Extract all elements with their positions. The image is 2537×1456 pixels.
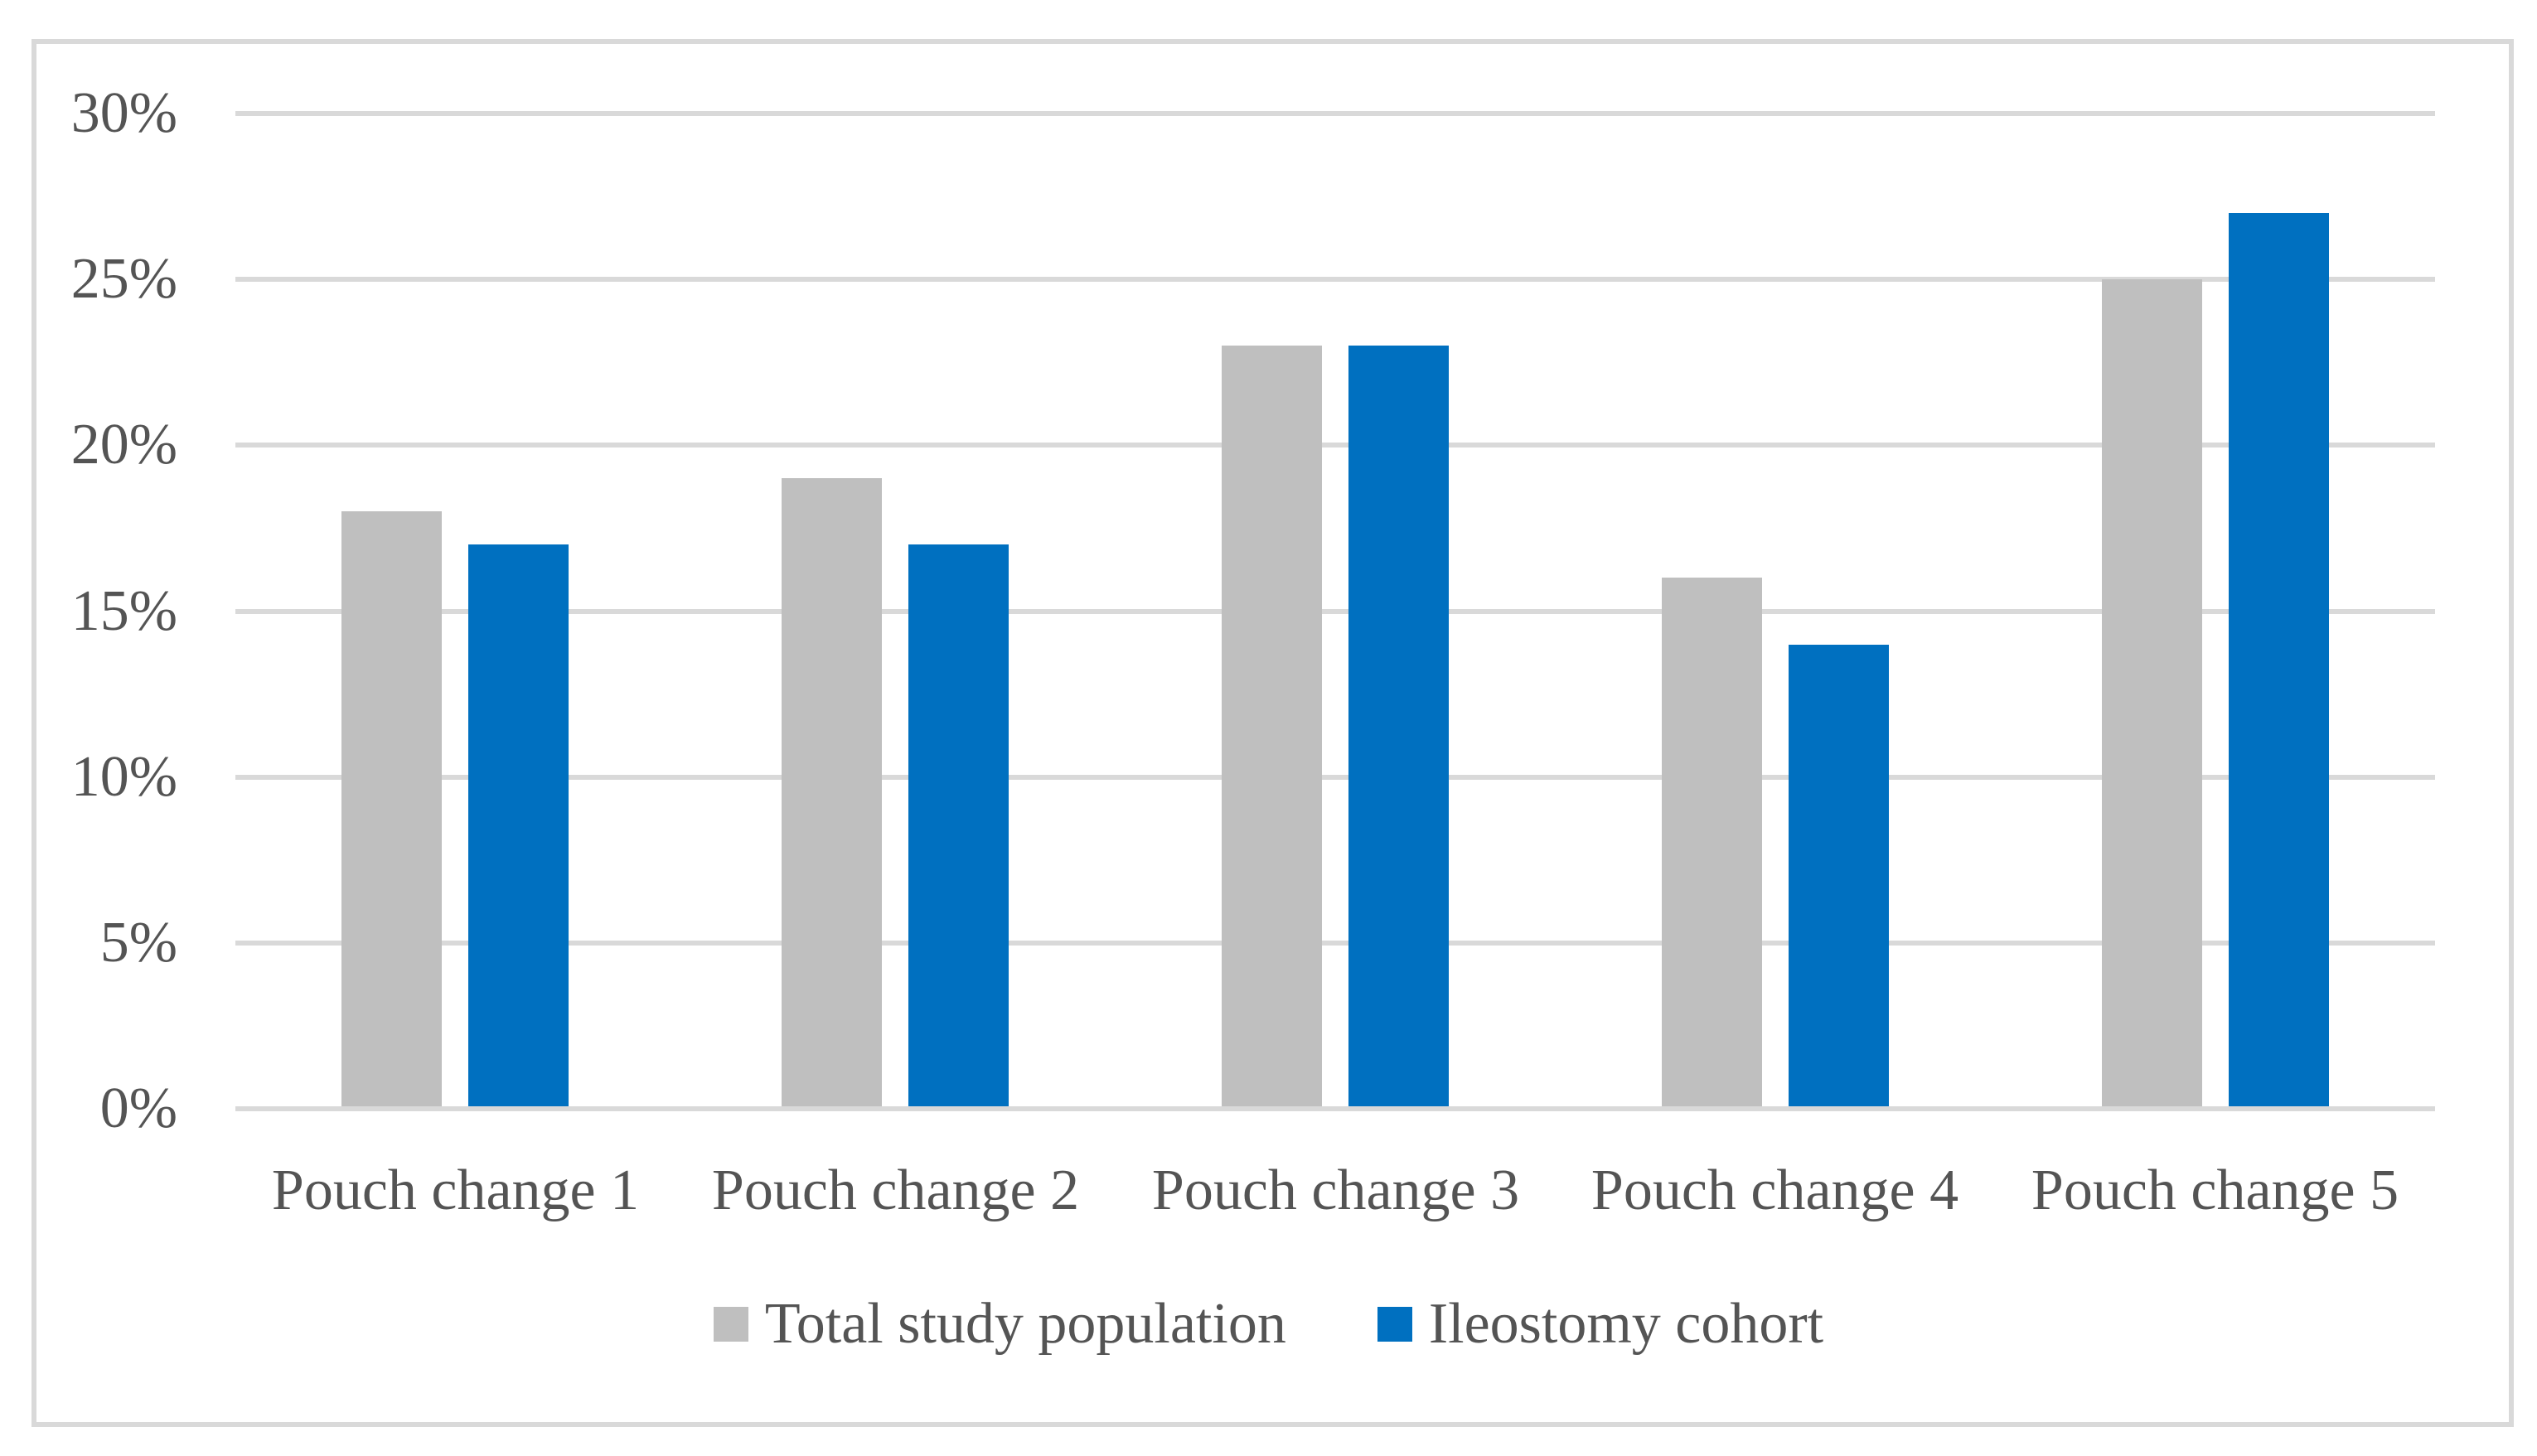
bar-ileostomy-cohort-pouch-change-2	[908, 544, 1009, 1106]
gridline-30	[235, 111, 2435, 116]
bar-total-study-population-pouch-change-1	[341, 511, 442, 1106]
legend-swatch-total-study-population	[713, 1307, 748, 1342]
y-tick-label-30: 30%	[70, 81, 177, 145]
y-tick-label-25: 25%	[70, 247, 177, 311]
y-tick-label-0: 0%	[99, 1076, 177, 1140]
bar-total-study-population-pouch-change-3	[1222, 346, 1322, 1106]
bar-ileostomy-cohort-pouch-change-4	[1789, 645, 1889, 1106]
legend-label-total-study-population: Total study population	[764, 1292, 1286, 1356]
bar-total-study-population-pouch-change-2	[782, 478, 882, 1106]
legend-swatch-ileostomy-cohort	[1377, 1307, 1412, 1342]
y-tick-label-5: 5%	[99, 911, 177, 975]
gridline-10	[235, 775, 2435, 780]
gridline-20	[235, 443, 2435, 447]
x-category-label-3: Pouch change 3	[1151, 1159, 1520, 1222]
x-category-label-1: Pouch change 1	[271, 1159, 640, 1222]
y-tick-label-20: 20%	[70, 413, 177, 476]
y-tick-label-15: 15%	[70, 579, 177, 643]
bar-ileostomy-cohort-pouch-change-3	[1348, 346, 1449, 1106]
bar-total-study-population-pouch-change-5	[2102, 279, 2202, 1106]
y-tick-label-10: 10%	[70, 745, 177, 809]
x-category-label-2: Pouch change 2	[711, 1159, 1080, 1222]
x-category-label-5: Pouch change 5	[2031, 1159, 2399, 1222]
legend-entry-ileostomy-cohort: Ileostomy cohort	[1377, 1292, 1823, 1357]
legend-label-ileostomy-cohort: Ileostomy cohort	[1428, 1292, 1824, 1356]
legend-entry-total-study-population: Total study population	[713, 1292, 1286, 1357]
bar-total-study-population-pouch-change-4	[1662, 578, 1762, 1106]
bar-ileostomy-cohort-pouch-change-1	[468, 544, 569, 1106]
gridline-0	[235, 1106, 2435, 1111]
gridline-15	[235, 609, 2435, 614]
gridline-5	[235, 941, 2435, 946]
x-category-label-4: Pouch change 4	[1590, 1159, 1959, 1222]
gridline-25	[235, 277, 2435, 282]
legend: Total study population Ileostomy cohort	[0, 1289, 2537, 1359]
bar-ileostomy-cohort-pouch-change-5	[2229, 213, 2329, 1106]
